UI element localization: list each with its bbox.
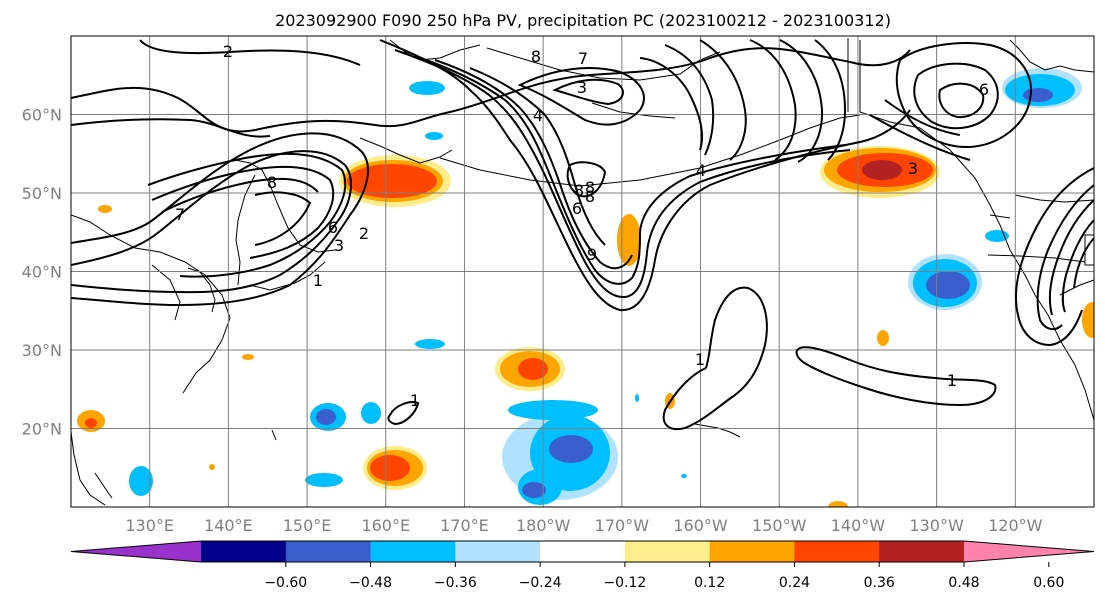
figure-title: 2023092900 F090 250 hPa PV, precipitatio… bbox=[275, 11, 891, 30]
latitude-axis: 60°N 50°N 40°N 30°N 20°N bbox=[22, 106, 62, 439]
colorbar-tick-label: −0.60 bbox=[264, 575, 307, 591]
precip-anomaly-negative bbox=[129, 68, 1082, 505]
contour-label: 3 bbox=[908, 159, 918, 178]
lat-tick-label: 50°N bbox=[22, 184, 62, 203]
longitude-axis: 130°E 140°E 150°E 160°E 170°E 180°W 170°W 160°W… bbox=[125, 516, 1042, 535]
coastlines bbox=[71, 38, 1094, 506]
colorbar-tick-label: 0.60 bbox=[1033, 575, 1064, 591]
contour-label: 8 bbox=[531, 47, 541, 66]
contour-label: 4 bbox=[533, 106, 543, 125]
contour-label: 1 bbox=[947, 371, 957, 390]
map-layer: 2 8 7 3 8 4 8 7 6 3 2 1 8 8 6 9 4 3 6 1 … bbox=[71, 36, 1094, 507]
contour-label: 4 bbox=[696, 161, 706, 180]
colorbar-segment bbox=[370, 541, 456, 562]
lon-tick-label: 130°E bbox=[125, 516, 174, 535]
lon-tick-label: 140°W bbox=[831, 516, 886, 535]
map-frame bbox=[70, 35, 1095, 508]
lon-tick-label: 160°E bbox=[361, 516, 410, 535]
lat-tick-label: 40°N bbox=[22, 263, 62, 282]
colorbar-tick-label: −0.36 bbox=[434, 575, 477, 591]
colorbar-segment bbox=[879, 541, 965, 562]
contour-label: 3 bbox=[577, 78, 587, 97]
colorbar-ticks: −0.60 −0.48 −0.36 −0.24 −0.12 0.12 0.24 0.36 0.4… bbox=[264, 562, 1064, 591]
colorbar-outline bbox=[70, 540, 1095, 563]
colorbar-extend-high bbox=[964, 541, 1094, 562]
contour-label: 8 bbox=[574, 181, 584, 200]
contour-label: 8 bbox=[267, 173, 277, 192]
colorbar-extend-low bbox=[71, 541, 201, 562]
colorbar-tick-label: −0.24 bbox=[519, 575, 562, 591]
contour-label: 8 bbox=[585, 178, 595, 197]
colorbar-tick-label: 0.36 bbox=[864, 575, 895, 591]
contour-label: 6 bbox=[328, 218, 338, 237]
lon-tick-label: 170°E bbox=[440, 516, 489, 535]
contour-label: 7 bbox=[175, 205, 185, 224]
colorbar-segment bbox=[794, 541, 880, 562]
colorbar-tick-label: 0.48 bbox=[948, 575, 979, 591]
lat-tick-label: 30°N bbox=[22, 341, 62, 360]
colorbar-segment bbox=[455, 541, 541, 562]
contour-label: 6 bbox=[572, 199, 582, 218]
contour-label: 2 bbox=[359, 224, 369, 243]
lat-tick-label: 60°N bbox=[22, 106, 62, 125]
contour-label: 2 bbox=[223, 42, 233, 61]
pv-contours bbox=[71, 39, 1094, 430]
contour-label: 1 bbox=[410, 391, 420, 410]
lon-tick-label: 180°W bbox=[516, 516, 571, 535]
colorbar-segment bbox=[201, 541, 287, 562]
colorbar-tick-label: 0.12 bbox=[694, 575, 725, 591]
colorbar bbox=[70, 540, 1095, 563]
lon-tick-label: 130°W bbox=[909, 516, 964, 535]
colorbar-segment bbox=[709, 541, 795, 562]
lon-tick-label: 150°E bbox=[283, 516, 332, 535]
lon-tick-label: 170°W bbox=[595, 516, 650, 535]
contour-label: 1 bbox=[313, 271, 323, 290]
lon-tick-label: 160°W bbox=[673, 516, 728, 535]
colorbar-segment bbox=[285, 541, 372, 562]
colorbar-segment bbox=[540, 541, 626, 562]
colorbar-tick-label: −0.12 bbox=[603, 575, 646, 591]
lon-tick-label: 150°W bbox=[752, 516, 807, 535]
colorbar-tick-label: −0.48 bbox=[349, 575, 392, 591]
lat-tick-label: 20°N bbox=[22, 420, 62, 439]
lon-tick-label: 140°E bbox=[204, 516, 253, 535]
contour-label: 1 bbox=[695, 350, 705, 369]
colorbar-segment bbox=[624, 541, 711, 562]
contour-label: 3 bbox=[334, 236, 344, 255]
lon-tick-label: 120°W bbox=[988, 516, 1043, 535]
colorbar-tick-label: 0.24 bbox=[779, 575, 810, 591]
contour-label: 7 bbox=[578, 49, 588, 68]
contour-label-layer: 2 8 7 3 8 4 8 7 6 3 2 1 8 8 6 9 4 3 6 1 … bbox=[175, 42, 989, 410]
contour-label: 8 bbox=[585, 187, 595, 206]
contour-label: 9 bbox=[587, 245, 597, 264]
contour-label: 6 bbox=[979, 80, 989, 99]
